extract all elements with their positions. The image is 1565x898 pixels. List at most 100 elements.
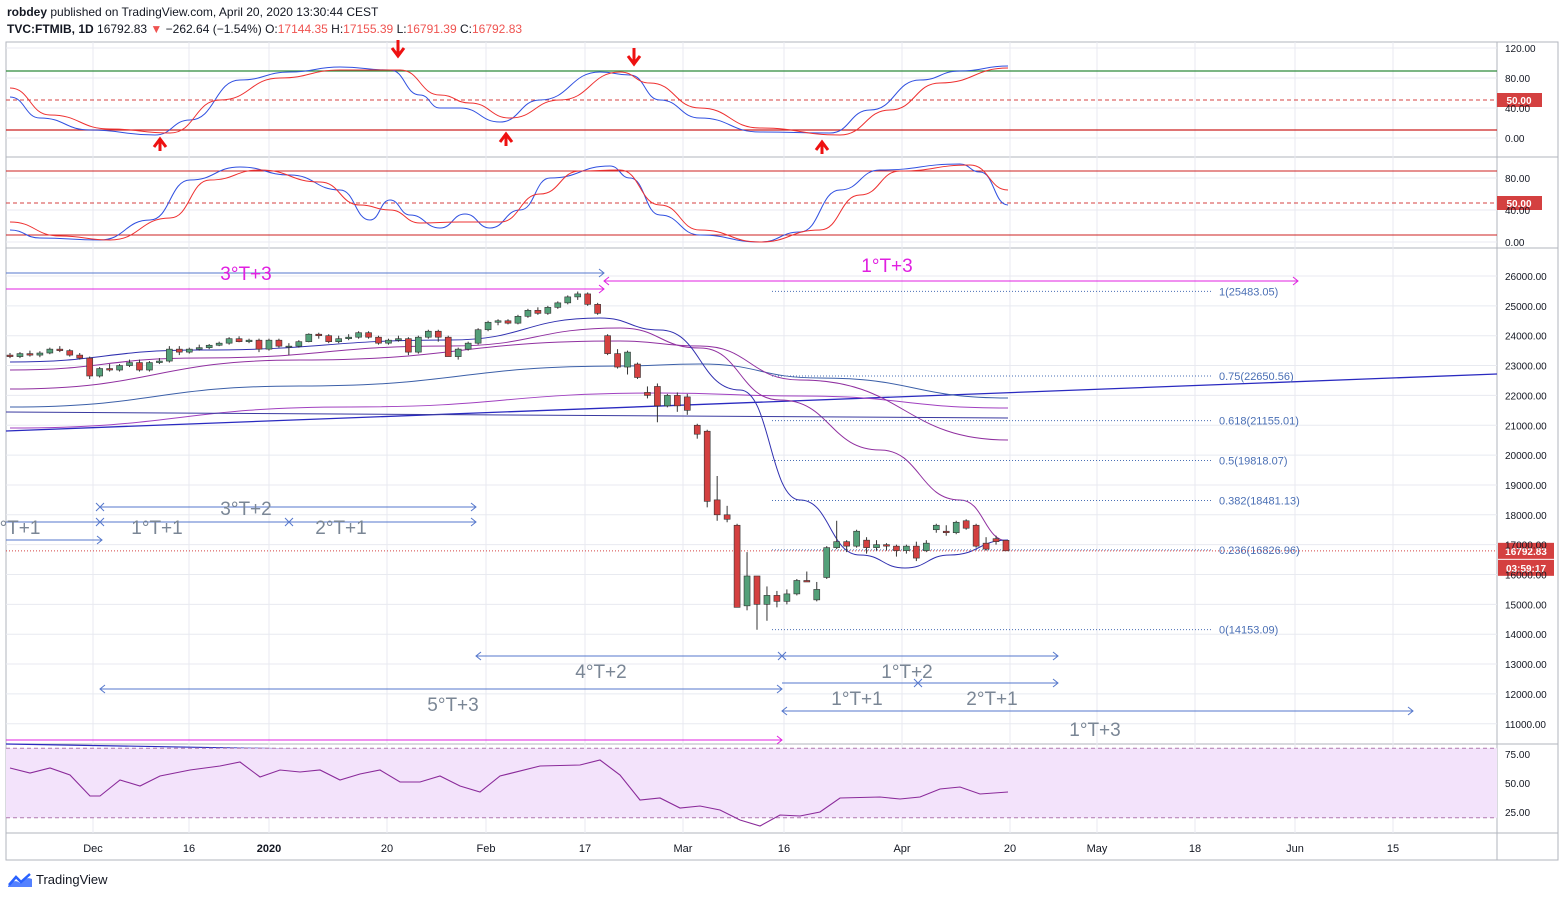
candle [883,544,890,547]
tradingview-footer[interactable]: TradingView [8,872,108,887]
y-tick-label: 22000.00 [1505,391,1547,402]
x-tick-label: 18 [1189,843,1201,855]
candle [474,329,482,344]
candle [753,575,761,605]
cycle-range-4T2-head [1052,651,1059,661]
footer-brand: TradingView [36,872,108,887]
candle [514,315,522,324]
x-tick-label: 16 [778,843,790,855]
countdown-label: 03:59:17 [1506,564,1546,575]
level-label: 50.00 [1506,199,1531,210]
countdown-badge [1498,559,1554,576]
candle [66,350,74,356]
cycle-range-1T3b-tail [781,706,788,716]
candle [205,344,213,348]
up-arrow-icon [814,139,830,154]
level-badge [1497,93,1542,107]
candle [86,357,93,377]
y-tick-label: 120.00 [1505,44,1536,55]
candle [683,396,691,411]
fib-level-label: 0.618(21155.01) [1219,416,1299,428]
down-arrow-icon [626,48,642,67]
down-arrow-icon: ▼ [150,22,163,36]
moving-average-10 [9,317,1009,569]
cycle-range-5T3-head [776,684,783,694]
candle [693,424,701,435]
up-arrow-icon [498,131,514,146]
gridlines [6,42,1497,833]
level-label: 50.00 [1506,96,1531,107]
y-tick-label: 80.00 [1505,74,1530,85]
fib-level-label: 0(14153.09) [1219,625,1278,637]
cycle-label: 2°T+1 [315,518,366,539]
candle [544,307,552,314]
candle [225,338,233,344]
high-label: H: [331,22,344,36]
candle [932,524,940,531]
candle [843,541,850,547]
candle [385,339,392,344]
candle [554,302,562,308]
publish-info: robdey published on TradingView.com, Apr… [7,5,378,19]
x-tick-label: 16 [183,843,195,855]
candle [494,320,502,323]
last-price-label: 16792.83 [1505,547,1547,558]
candle [923,542,930,551]
candle [156,360,163,363]
cycle-label: °T+1 [0,518,40,539]
cycle-range-1T3-tail [603,276,610,286]
oscillator-panel-1: 50.00 [6,40,1542,154]
ohlc-legend: TVC:FTMIB, 1D 16792.83 ▼ −262.64 (−1.54%… [7,22,522,36]
candle [644,392,651,396]
x-tick-label: Dec [83,843,103,855]
candle [952,521,960,534]
candle [504,320,512,324]
tradingview-logo-icon [8,872,32,887]
candle [823,547,831,578]
moving-average-100 [9,392,1009,429]
y-tick-label: 26000.00 [1505,272,1547,283]
candle [793,580,801,595]
candle [703,430,711,502]
moving-average-50 [9,340,1009,441]
candle [903,545,910,551]
candle [335,338,342,342]
slow-line [9,67,1009,136]
low-label: L: [396,22,407,36]
cycle-label: 3°T+2 [220,499,271,520]
candle [166,348,173,362]
candle [146,362,153,371]
y-tick-label: 13000.00 [1505,660,1547,671]
candle [345,336,352,339]
cycle-label: 4°T+2 [575,662,626,683]
candle [743,575,751,607]
candle [255,339,263,350]
x-tick-label: Apr [893,843,910,855]
y-tick-label: 21000.00 [1505,421,1547,432]
moving-average-200 [9,363,1009,408]
candle [375,336,382,344]
candle [942,530,950,534]
cycle-range-4T2-tail [475,651,482,661]
author-name[interactable]: robdey [7,5,48,19]
y-tick-label: 0.00 [1505,238,1525,249]
candle [524,310,532,317]
candle [415,336,422,353]
y-tick-label: 80.00 [1505,174,1530,185]
y-tick-label: 19000.00 [1505,481,1547,492]
candle [106,368,113,371]
candle [265,339,273,350]
candle [873,544,880,548]
candle [484,321,492,331]
cycle-range-3T3-blue-head [598,268,605,278]
candle [46,348,54,354]
candle [126,362,133,366]
y-tick-label: 18000.00 [1505,511,1547,522]
candle [863,539,870,548]
y-tick-label: 40.00 [1505,206,1530,217]
up-arrow-icon [152,136,168,151]
y-tick-label: 0.00 [1505,134,1525,145]
candle [594,304,601,314]
candle [195,347,203,350]
